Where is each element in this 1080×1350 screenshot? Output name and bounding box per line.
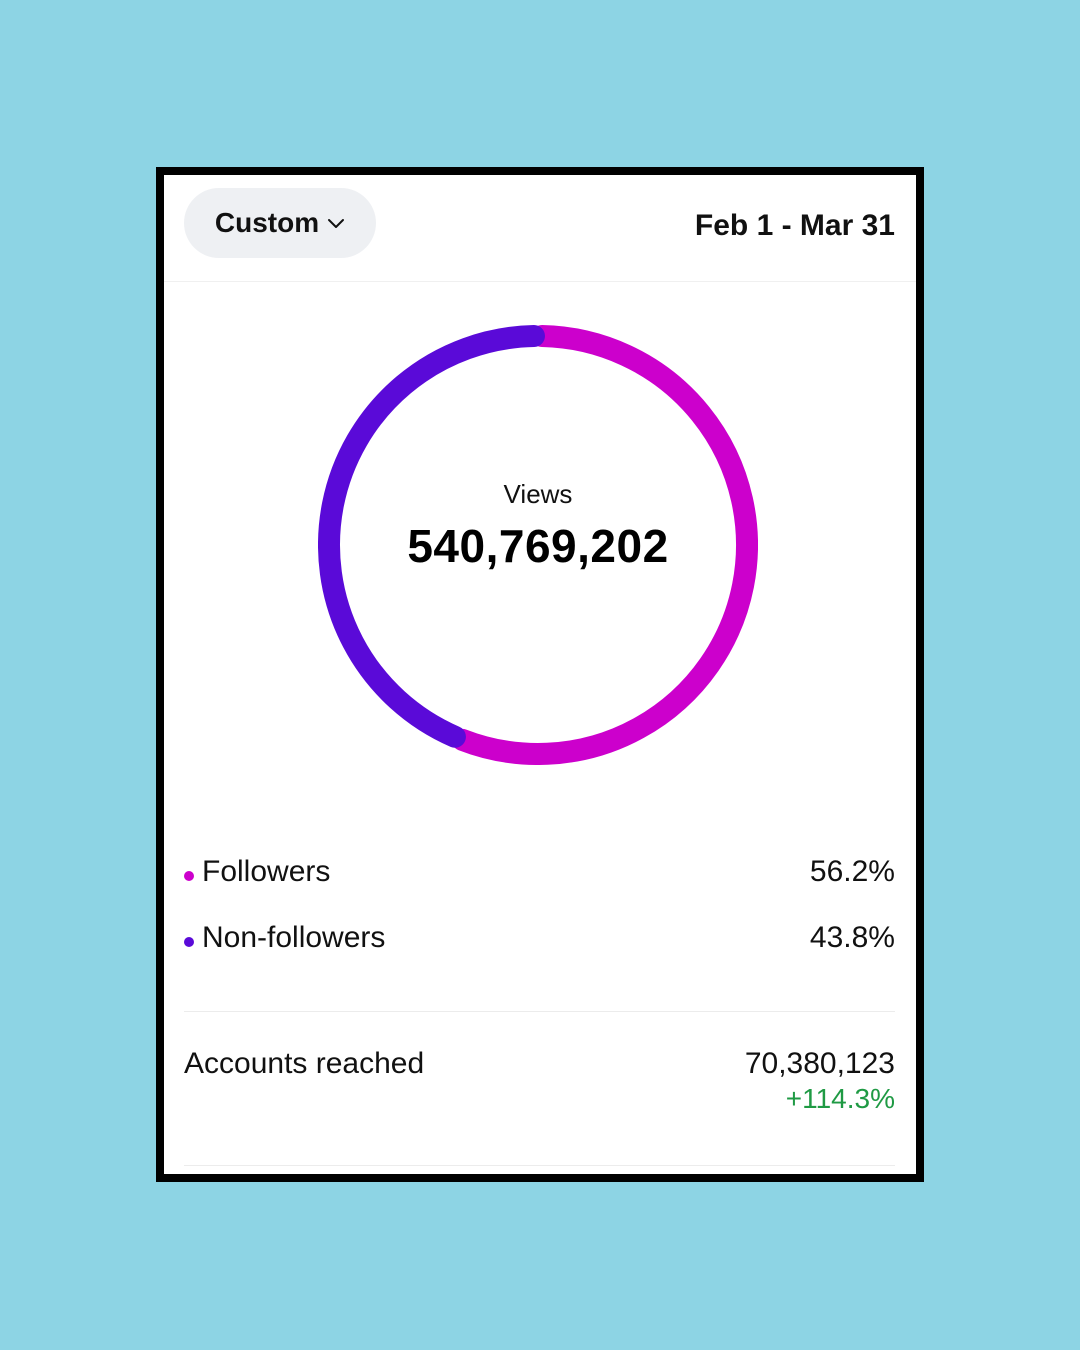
- chevron-down-icon: [327, 216, 345, 230]
- legend-label-non-followers: Non-followers: [202, 921, 386, 954]
- legend-label-followers: Followers: [202, 855, 331, 888]
- accounts-reached-change: +114.3%: [785, 1083, 895, 1114]
- views-donut-chart: Views 540,769,202: [318, 325, 758, 765]
- divider: [184, 1011, 895, 1012]
- donut-svg: [318, 325, 758, 765]
- legend-value-non-followers: 43.8%: [809, 921, 895, 954]
- non-followers-dot-icon: [184, 937, 194, 947]
- date-range-dropdown-label: Custom: [214, 207, 320, 238]
- donut-slice-followers: [451, 325, 758, 765]
- date-range-text: Feb 1 - Mar 31: [694, 209, 895, 242]
- views-title: Views: [503, 479, 573, 509]
- legend-item-non-followers: Non-followers 43.8%: [184, 921, 895, 961]
- insights-card: Custom Feb 1 - Mar 31 Views 540,769,202 …: [156, 167, 924, 1182]
- legend-value-followers: 56.2%: [809, 855, 895, 888]
- accounts-reached-value: 70,380,123: [744, 1047, 895, 1080]
- date-range-dropdown[interactable]: Custom: [184, 188, 376, 258]
- card-header: Custom Feb 1 - Mar 31: [164, 175, 916, 282]
- followers-dot-icon: [184, 871, 194, 881]
- donut-slice-non-followers: [318, 325, 545, 748]
- legend-item-followers: Followers 56.2%: [184, 855, 895, 895]
- views-total: 540,769,202: [407, 520, 669, 572]
- accounts-reached-label: Accounts reached: [184, 1047, 425, 1080]
- divider-bottom: [184, 1165, 895, 1166]
